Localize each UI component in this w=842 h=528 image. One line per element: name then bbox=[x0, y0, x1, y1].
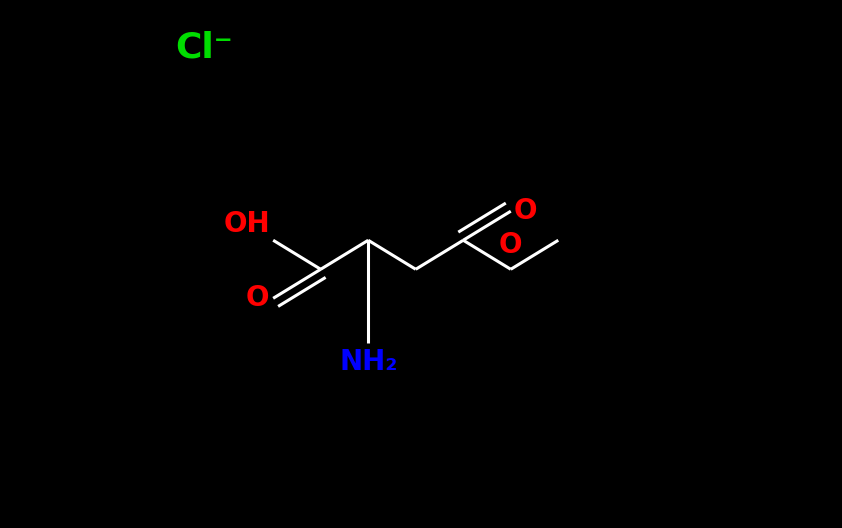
Text: O: O bbox=[499, 231, 523, 259]
Text: O: O bbox=[514, 197, 537, 225]
Text: NH₂: NH₂ bbox=[339, 348, 397, 376]
Text: O: O bbox=[245, 284, 269, 313]
Text: Cl⁻: Cl⁻ bbox=[175, 31, 233, 64]
Text: OH: OH bbox=[224, 210, 270, 238]
